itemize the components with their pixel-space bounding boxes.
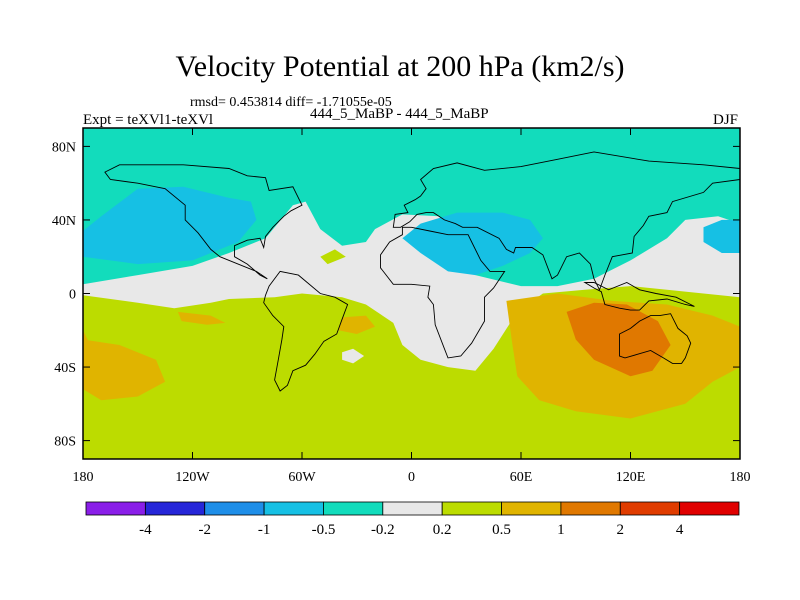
coastline-1 (263, 270, 349, 392)
experiment-label: Expt = teXVl1-teXVl (83, 112, 214, 128)
colorbar-label: 4 (676, 522, 684, 538)
colorbar-label: 2 (617, 522, 625, 538)
colorbar: -4 -2 -1 -0.5 -0.2 0.2 0.5 1 2 4 (85, 501, 740, 538)
colorbar-box (441, 501, 502, 516)
region-maritime-continent-high (566, 302, 671, 377)
region-far-east-low-cell (703, 219, 740, 253)
x-tick-label: 120W (175, 470, 210, 485)
region-northern-high-lat-band (83, 128, 740, 287)
x-tick-label: 60E (510, 470, 533, 485)
x-tick-label: 60W (288, 470, 316, 485)
colorbar-box (501, 501, 562, 516)
colorbar-box (85, 501, 146, 516)
y-tick-label: 40S (54, 361, 76, 376)
y-tick-label: 0 (69, 288, 76, 303)
colorbar-label: 0.2 (433, 522, 452, 538)
y-tick-label: 80N (52, 140, 76, 155)
colorbar-box (263, 501, 324, 516)
colorbar-box (382, 501, 443, 516)
region-atlantic-weak-cell (342, 348, 365, 364)
coastline-4 (104, 164, 303, 280)
coastline-3 (583, 282, 695, 311)
x-tick-label: 120E (616, 470, 646, 485)
colorbar-box (323, 501, 384, 516)
stats-line: rmsd= 0.453814 diff= -1.71055e-05 (190, 95, 392, 110)
colorbar-box (679, 501, 740, 516)
region-eastern-arctic-patch (621, 128, 740, 211)
region-southwest-pacific-high (83, 339, 166, 401)
case-label: 444_5_MaBP - 444_5_MaBP (310, 106, 489, 122)
contour-map (83, 128, 740, 459)
colorbar-label: -0.2 (371, 522, 395, 538)
chart-title: Velocity Potential at 200 hPa (km2/s) (175, 50, 625, 83)
colorbar-label: -1 (258, 522, 271, 538)
region-north-africa-high (320, 249, 346, 265)
coastlines (104, 151, 740, 392)
colorbar-label: -2 (198, 522, 211, 538)
coastline-5 (392, 151, 740, 291)
x-tick-label: 180 (73, 470, 94, 485)
colorbar-box (560, 501, 621, 516)
coastline-0 (380, 226, 506, 359)
x-tick-label: 180 (730, 470, 751, 485)
x-tick-label: 0 (408, 470, 415, 485)
axis-ticks: 180 120W 60W 0 60E 120E 180 80N 40N 0 40S 80S (52, 128, 751, 485)
colorbar-label: 0.5 (492, 522, 511, 538)
season-label: DJF (712, 112, 738, 128)
region-pacific-low-cell (83, 186, 257, 265)
region-atlantic-high-blob (338, 315, 375, 334)
colorbar-label: -4 (139, 522, 152, 538)
region-west-edge-high (83, 330, 91, 360)
colorbar-box (204, 501, 265, 516)
colorbar-box (619, 501, 681, 516)
y-tick-label: 40N (52, 214, 76, 229)
colorbar-label: -0.5 (312, 522, 336, 538)
colorbar-label: 1 (557, 522, 565, 538)
coastline-2 (619, 313, 692, 364)
region-south-america-high (177, 311, 226, 325)
colorbar-box (144, 501, 206, 516)
y-tick-label: 80S (54, 435, 76, 450)
